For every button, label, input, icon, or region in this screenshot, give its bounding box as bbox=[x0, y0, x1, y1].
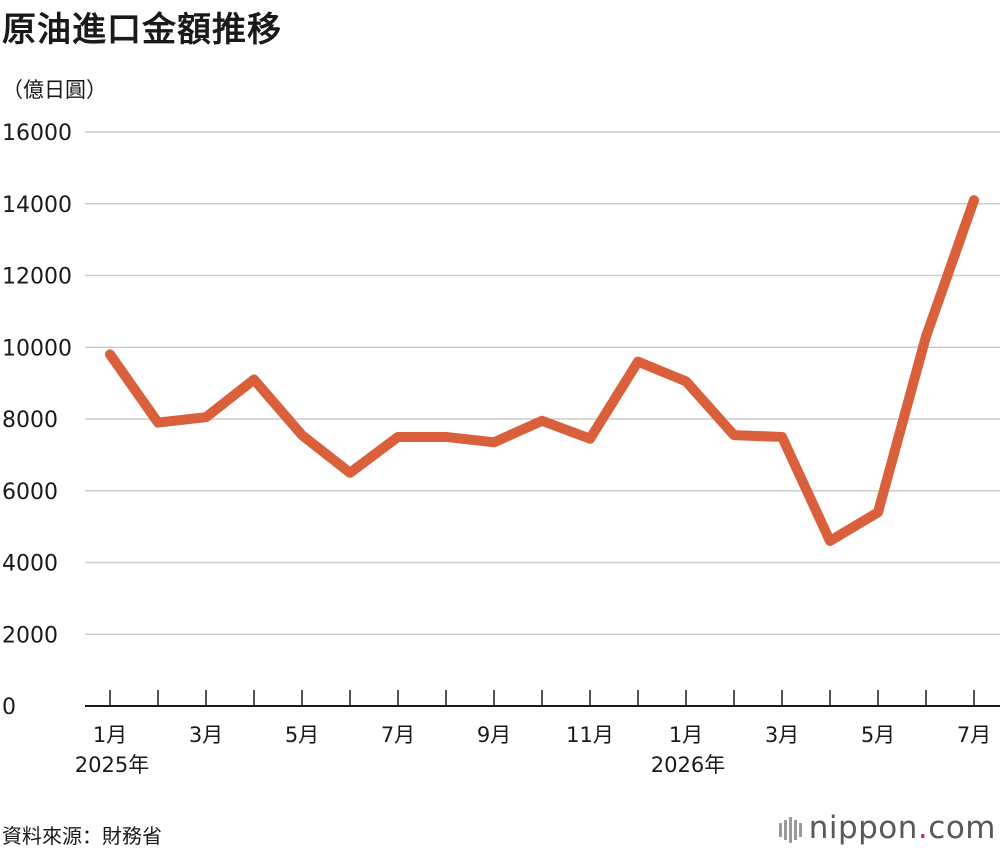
x-tick-label: 5月 bbox=[861, 723, 895, 747]
x-tick-label: 5月 bbox=[285, 723, 319, 747]
logo-tld: com bbox=[928, 810, 996, 846]
y-axis-unit-label: （億日圓） bbox=[2, 78, 107, 102]
source-note: 資料來源：財務省 bbox=[2, 824, 162, 848]
x-tick-label: 1月 bbox=[669, 723, 703, 747]
y-tick-label: 6000 bbox=[2, 480, 58, 505]
y-tick-label: 12000 bbox=[2, 265, 72, 290]
y-tick-label: 4000 bbox=[2, 552, 58, 577]
gridlines bbox=[85, 131, 1000, 635]
x-tick-labels: 1月 3月 5月 7月 9月 11月 1月 3月 5月 7月 2025年 2026年 bbox=[75, 723, 991, 777]
nippon-com-logo: nippon.com bbox=[778, 810, 996, 846]
y-tick-labels: 0 2000 4000 6000 8000 10000 12000 14000 16000 bbox=[2, 121, 72, 720]
logo-dot: . bbox=[917, 810, 929, 846]
y-tick-label: 14000 bbox=[2, 193, 72, 218]
x-tick-label: 9月 bbox=[477, 723, 511, 747]
x-tick-label: 7月 bbox=[957, 723, 991, 747]
logo-name: nippon bbox=[808, 810, 918, 846]
y-tick-label: 2000 bbox=[2, 623, 58, 648]
x-tick-label: 11月 bbox=[566, 723, 614, 747]
y-tick-label: 16000 bbox=[2, 121, 72, 146]
logo-bars-icon bbox=[778, 816, 802, 843]
x-tick-label: 3月 bbox=[765, 723, 799, 747]
x-year-label: 2026年 bbox=[651, 753, 725, 777]
y-tick-label: 10000 bbox=[2, 336, 72, 361]
series-line-path bbox=[105, 195, 979, 546]
chart-title: 原油進口金額推移 bbox=[2, 10, 282, 50]
x-tick-label: 7月 bbox=[381, 723, 415, 747]
x-year-label: 2025年 bbox=[75, 753, 149, 777]
x-tick-label: 3月 bbox=[189, 723, 223, 747]
series-line bbox=[105, 195, 979, 546]
x-tick-label: 1月 bbox=[93, 723, 127, 747]
x-axis bbox=[85, 690, 1000, 707]
y-tick-label: 0 bbox=[2, 695, 16, 720]
y-tick-label: 8000 bbox=[2, 408, 58, 433]
